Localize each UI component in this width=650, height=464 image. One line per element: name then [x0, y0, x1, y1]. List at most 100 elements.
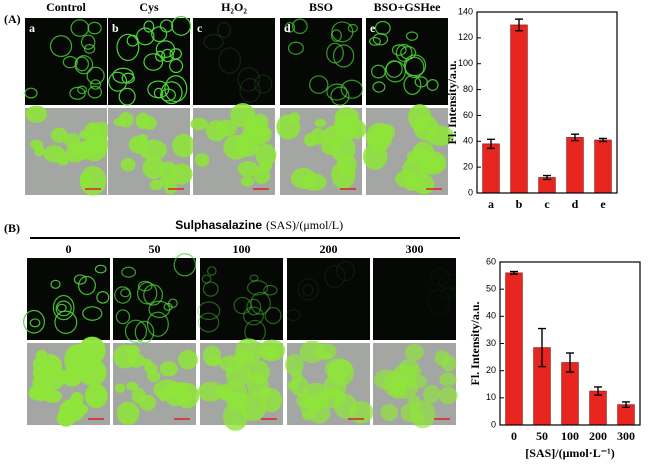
panel-label: (B) [4, 221, 20, 235]
cell [246, 298, 262, 316]
cell [49, 35, 73, 58]
error-bar [622, 401, 630, 409]
cell [319, 351, 332, 361]
cell [263, 284, 278, 296]
y-tick-label: 10 [486, 392, 496, 402]
cell [340, 79, 364, 99]
bar [594, 139, 612, 194]
cell [427, 288, 450, 316]
cell [173, 253, 197, 277]
cell [233, 296, 252, 315]
y-tick-label: 100 [458, 58, 473, 68]
x-tick-label: 300 [617, 429, 635, 443]
cell [197, 381, 225, 402]
y-tick-label: 60 [486, 256, 496, 266]
micrograph-bg [25, 18, 107, 105]
bar [589, 390, 607, 426]
cell [218, 47, 241, 74]
cell [267, 344, 280, 359]
cell [309, 75, 329, 94]
cell [331, 161, 356, 189]
cell [83, 44, 96, 54]
cell [426, 79, 439, 91]
cell [108, 71, 128, 92]
cell [423, 384, 441, 404]
cell [333, 113, 360, 140]
panel-title-unit: (SAS)/(μmol/L) [266, 218, 343, 232]
cell [234, 132, 260, 157]
micrograph [108, 15, 192, 106]
image-letter: d [284, 21, 291, 35]
cell [326, 83, 348, 101]
cell [151, 26, 168, 43]
x-tick-label: e [600, 197, 606, 211]
cell [80, 34, 96, 50]
cell [217, 22, 232, 38]
cell [55, 300, 72, 317]
cell [197, 301, 221, 321]
cell [52, 294, 75, 321]
image-letter: e [370, 21, 376, 35]
cell [148, 300, 171, 319]
column-label: 300 [406, 242, 424, 256]
axes-frame [499, 261, 641, 426]
y-tick-label: 120 [458, 32, 473, 42]
cell [285, 354, 304, 376]
cell [239, 391, 267, 422]
cell [202, 281, 219, 297]
cell [404, 56, 425, 79]
cell [347, 23, 358, 33]
micrograph [363, 104, 454, 195]
cell [429, 267, 450, 287]
micrograph [113, 343, 200, 425]
column-label: Control [46, 0, 86, 14]
y-tick-label: 20 [463, 162, 473, 172]
cell [128, 135, 149, 154]
cell [190, 117, 208, 131]
micrograph [113, 253, 197, 344]
cell [314, 343, 337, 360]
cell [414, 76, 428, 88]
x-axis-label: [SAS]/(μmol·L⁻¹) [525, 446, 614, 460]
cell [87, 21, 102, 35]
x-tick-label: 100 [561, 429, 579, 443]
cell [136, 281, 158, 305]
cell [391, 44, 407, 56]
cell [74, 55, 94, 75]
cell [136, 27, 155, 46]
cell [374, 369, 399, 390]
micrograph [373, 258, 460, 340]
cell [439, 386, 458, 405]
cell [406, 374, 428, 389]
cell [369, 36, 381, 46]
y-tick-label: 0 [491, 419, 496, 429]
cell [159, 19, 174, 33]
cell [363, 143, 388, 170]
cell [202, 345, 222, 366]
cell [126, 381, 139, 391]
cell [225, 362, 251, 387]
error-bar [510, 270, 518, 275]
micrograph [197, 258, 283, 344]
cell [395, 44, 413, 62]
panel-label: (A) [4, 12, 21, 26]
cell [296, 393, 313, 409]
column-label: 50 [149, 242, 161, 256]
micrograph-bg [200, 258, 283, 340]
cell [367, 127, 389, 147]
bar [566, 137, 584, 194]
y-axis-label: Fl. Intensity/a.u. [468, 301, 482, 385]
micrograph [108, 108, 195, 195]
cell [170, 163, 193, 185]
cell [336, 260, 355, 282]
cell [399, 359, 419, 375]
cell [146, 311, 169, 337]
cell [24, 87, 38, 99]
y-tick-label: 60 [463, 110, 473, 120]
cell [330, 135, 356, 163]
column-label: 0 [66, 242, 72, 256]
cell [135, 112, 151, 130]
cell [240, 175, 255, 187]
cell [71, 141, 95, 160]
cell [164, 75, 188, 103]
